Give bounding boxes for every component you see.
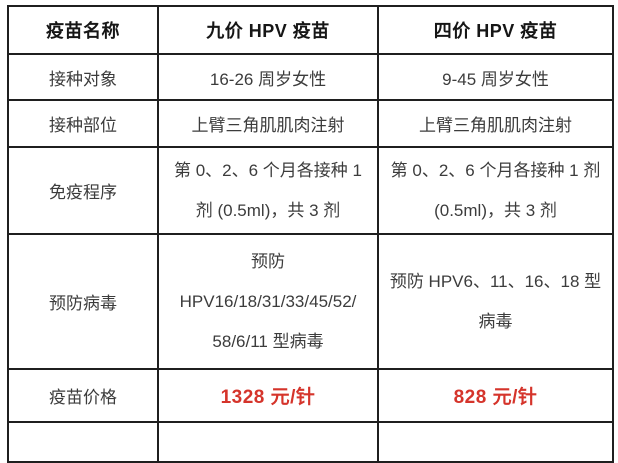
empty-cell — [377, 421, 614, 463]
empty-cell — [7, 421, 159, 463]
cell-virus-four: 预防 HPV6、11、16、18 型 病毒 — [377, 233, 614, 370]
cell-schedule-four: 第 0、2、6 个月各接种 1 剂 (0.5ml)，共 3 剂 — [377, 146, 614, 235]
hpv-vaccine-comparison-table: 疫苗名称 九价 HPV 疫苗 四价 HPV 疫苗 接种对象 16-26 周岁女性… — [7, 5, 614, 463]
row-injection-site: 接种部位 上臂三角肌肌肉注射 上臂三角肌肌肉注射 — [7, 99, 614, 148]
cell-schedule-nine: 第 0、2、6 个月各接种 1 剂 (0.5ml)，共 3 剂 — [157, 146, 379, 235]
virus-nine-line-3: 58/6/11 型病毒 — [212, 331, 324, 351]
row-virus-prevention: 预防病毒 预防 HPV16/18/31/33/45/52/ 58/6/11 型病… — [7, 233, 614, 370]
cell-site-nine: 上臂三角肌肌肉注射 — [157, 99, 379, 148]
label-vaccine-price: 疫苗价格 — [7, 368, 159, 423]
cell-target-nine: 16-26 周岁女性 — [157, 53, 379, 101]
row-target-population: 接种对象 16-26 周岁女性 9-45 周岁女性 — [7, 53, 614, 101]
virus-nine-line-2: HPV16/18/31/33/45/52/ — [179, 291, 357, 311]
schedule-nine-line-1: 第 0、2、6 个月各接种 1 — [174, 160, 362, 180]
schedule-four-line-2: (0.5ml)，共 3 剂 — [434, 200, 557, 220]
virus-four-line-2: 病毒 — [478, 311, 513, 331]
virus-four-line-1: 预防 HPV6、11、16、18 型 — [389, 271, 602, 291]
cell-price-four: 828 元/针 — [377, 368, 614, 423]
header-nine-valent: 九价 HPV 疫苗 — [157, 5, 379, 55]
comparison-table: 疫苗名称 九价 HPV 疫苗 四价 HPV 疫苗 接种对象 16-26 周岁女性… — [7, 5, 614, 463]
virus-nine-line-1: 预防 — [251, 251, 285, 271]
label-virus-prevention: 预防病毒 — [7, 233, 159, 370]
cell-virus-nine: 预防 HPV16/18/31/33/45/52/ 58/6/11 型病毒 — [157, 233, 379, 370]
row-immunization-schedule: 免疫程序 第 0、2、6 个月各接种 1 剂 (0.5ml)，共 3 剂 第 0… — [7, 146, 614, 235]
cell-target-four: 9-45 周岁女性 — [377, 53, 614, 101]
cell-price-nine: 1328 元/针 — [157, 368, 379, 423]
row-vaccine-price: 疫苗价格 1328 元/针 828 元/针 — [7, 368, 614, 423]
empty-cell — [157, 421, 379, 463]
schedule-four-line-1: 第 0、2、6 个月各接种 1 剂 — [390, 160, 601, 180]
label-immunization-schedule: 免疫程序 — [7, 146, 159, 235]
label-target-population: 接种对象 — [7, 53, 159, 101]
header-four-valent: 四价 HPV 疫苗 — [377, 5, 614, 55]
label-injection-site: 接种部位 — [7, 99, 159, 148]
table-header-row: 疫苗名称 九价 HPV 疫苗 四价 HPV 疫苗 — [7, 5, 614, 55]
cell-site-four: 上臂三角肌肌肉注射 — [377, 99, 614, 148]
schedule-nine-line-2: 剂 (0.5ml)，共 3 剂 — [195, 200, 341, 220]
row-partial-cutoff — [7, 421, 614, 463]
header-vaccine-name: 疫苗名称 — [7, 5, 159, 55]
